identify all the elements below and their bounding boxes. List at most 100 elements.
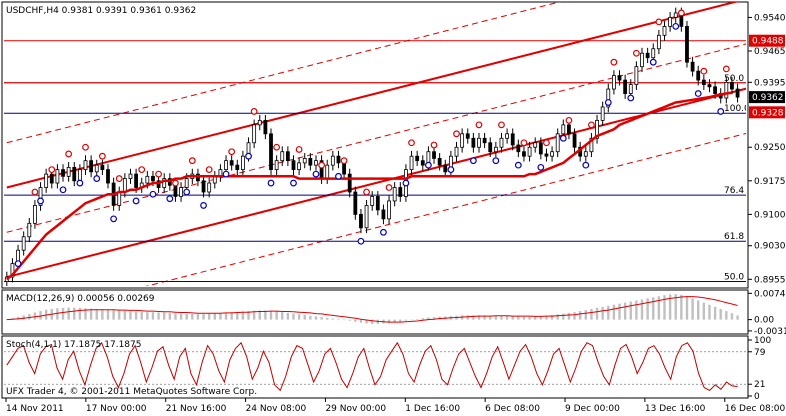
candle-body: [527, 146, 532, 157]
macd-histogram-bar: [618, 303, 621, 320]
current-price-label: 0.9362: [752, 93, 784, 103]
macd-histogram-bar: [528, 316, 531, 320]
candle-body: [628, 84, 633, 94]
candle-body: [477, 137, 481, 148]
high-marker: [565, 116, 573, 124]
stoch-line: [6, 341, 738, 392]
candle-body: [685, 25, 689, 63]
time-tick-label: 9 Dec 00:00: [565, 404, 620, 414]
price-pane-border: [1, 1, 749, 289]
macd-histogram-bar: [702, 302, 706, 320]
candle-body: [314, 160, 318, 166]
macd-histogram-bar: [309, 315, 312, 320]
macd-histogram-bar: [612, 304, 616, 320]
channel-line-4: [145, 132, 746, 286]
low-marker: [222, 170, 230, 178]
candle-body: [583, 151, 588, 157]
candle-body: [44, 173, 49, 188]
macd-histogram-bar: [590, 308, 593, 320]
macd-histogram-bar: [151, 312, 155, 320]
candle-body: [330, 155, 335, 166]
candle-body: [510, 133, 515, 146]
channel-line-3: [6, 43, 746, 233]
macd-histogram-bar: [247, 311, 250, 320]
current-price-bg: [749, 91, 785, 104]
candle-body: [460, 133, 465, 148]
candle-body: [235, 164, 240, 171]
high-marker: [98, 152, 106, 160]
price-tag-bg: [749, 106, 785, 119]
macd-histogram-bar: [230, 312, 233, 320]
candle-body: [291, 160, 296, 171]
candle-body: [735, 88, 740, 98]
low-marker: [469, 157, 477, 165]
candle-body: [280, 151, 285, 162]
macd-histogram-bar: [67, 307, 70, 320]
macd-histogram-bar: [522, 316, 526, 320]
low-marker: [149, 190, 157, 198]
candle-body: [269, 133, 273, 171]
macd-histogram-bar: [421, 318, 424, 320]
macd-histogram-bar: [578, 311, 582, 320]
price-tick-label: 0.9030: [754, 242, 786, 252]
macd-histogram-bar: [39, 311, 42, 320]
high-marker: [205, 166, 213, 174]
macd-histogram-bar: [168, 312, 172, 320]
candle-body: [589, 137, 594, 153]
price-tick-label: 0.9395: [754, 78, 786, 88]
candle-body: [673, 12, 678, 18]
macd-tick-label: 0.00742: [754, 289, 786, 299]
macd-histogram-bar: [95, 308, 98, 320]
macd-histogram-bar: [112, 310, 115, 320]
macd-histogram-bar: [269, 310, 273, 320]
macd-histogram-bar: [399, 319, 402, 322]
macd-histogram-bar: [303, 315, 306, 320]
macd-histogram-bar: [736, 315, 739, 320]
candle-body: [696, 70, 701, 81]
macd-histogram-bar: [505, 316, 509, 320]
candle-body: [297, 162, 302, 171]
candle-body: [415, 155, 420, 162]
macd-histogram-bar: [404, 319, 408, 321]
macd-histogram-bar: [573, 312, 576, 320]
high-marker: [700, 67, 708, 75]
macd-histogram-bar: [674, 294, 677, 320]
candle-body: [612, 75, 616, 90]
candle-body: [207, 182, 212, 193]
candle-body: [21, 236, 26, 251]
candle-body: [66, 166, 71, 177]
stoch-pane: Stoch(4,1,1) 17.1875 17.1875 UFX Trader …: [1, 335, 749, 399]
time-axis: 14 Nov 2011 17 Nov 00:00 21 Nov 16:00 24 No…: [5, 398, 786, 414]
low-marker: [290, 179, 297, 187]
low-marker: [402, 179, 410, 187]
candle-body: [201, 180, 206, 193]
macd-histogram-bar: [106, 309, 110, 320]
macd-histogram-bar: [359, 319, 363, 323]
macd-histogram-bar: [387, 319, 391, 324]
level-label-3: 76.4: [724, 186, 744, 196]
macd-histogram-bar: [635, 300, 638, 320]
macd-histogram-bar: [517, 316, 520, 320]
macd-histogram-bar: [601, 306, 604, 320]
candle-body: [117, 191, 122, 206]
high-marker: [82, 143, 89, 151]
candle-body: [493, 146, 498, 153]
macd-histogram-bar: [196, 313, 200, 320]
high-marker: [48, 166, 56, 174]
channel-line-2: [6, 2, 562, 144]
macd-histogram-bar: [539, 316, 543, 320]
candle-body: [128, 173, 133, 179]
time-tick-label: 21 Nov 16:00: [166, 404, 227, 414]
candle-body: [730, 81, 734, 90]
macd-histogram-bar: [314, 316, 318, 320]
high-marker: [520, 139, 528, 147]
candle-body: [89, 160, 94, 173]
candle-body: [505, 133, 509, 139]
macd-histogram-bar: [713, 306, 717, 320]
macd-histogram-bar: [224, 312, 228, 320]
low-marker: [694, 90, 702, 97]
candle-body: [106, 169, 110, 184]
candle-body: [409, 155, 414, 171]
candle-body: [274, 160, 279, 171]
macd-histogram-bar: [28, 313, 31, 320]
